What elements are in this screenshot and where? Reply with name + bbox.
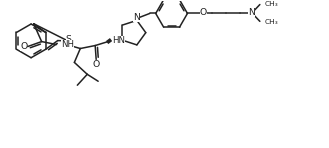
Text: S: S — [66, 35, 72, 44]
Text: O: O — [92, 60, 100, 69]
Text: N: N — [248, 8, 255, 17]
Text: CH₃: CH₃ — [265, 19, 279, 25]
Text: O: O — [20, 42, 27, 51]
Text: N: N — [134, 13, 140, 22]
Text: CH₃: CH₃ — [265, 1, 279, 7]
Text: HN: HN — [112, 36, 125, 45]
Text: NH: NH — [62, 40, 74, 49]
Text: O: O — [200, 8, 207, 17]
